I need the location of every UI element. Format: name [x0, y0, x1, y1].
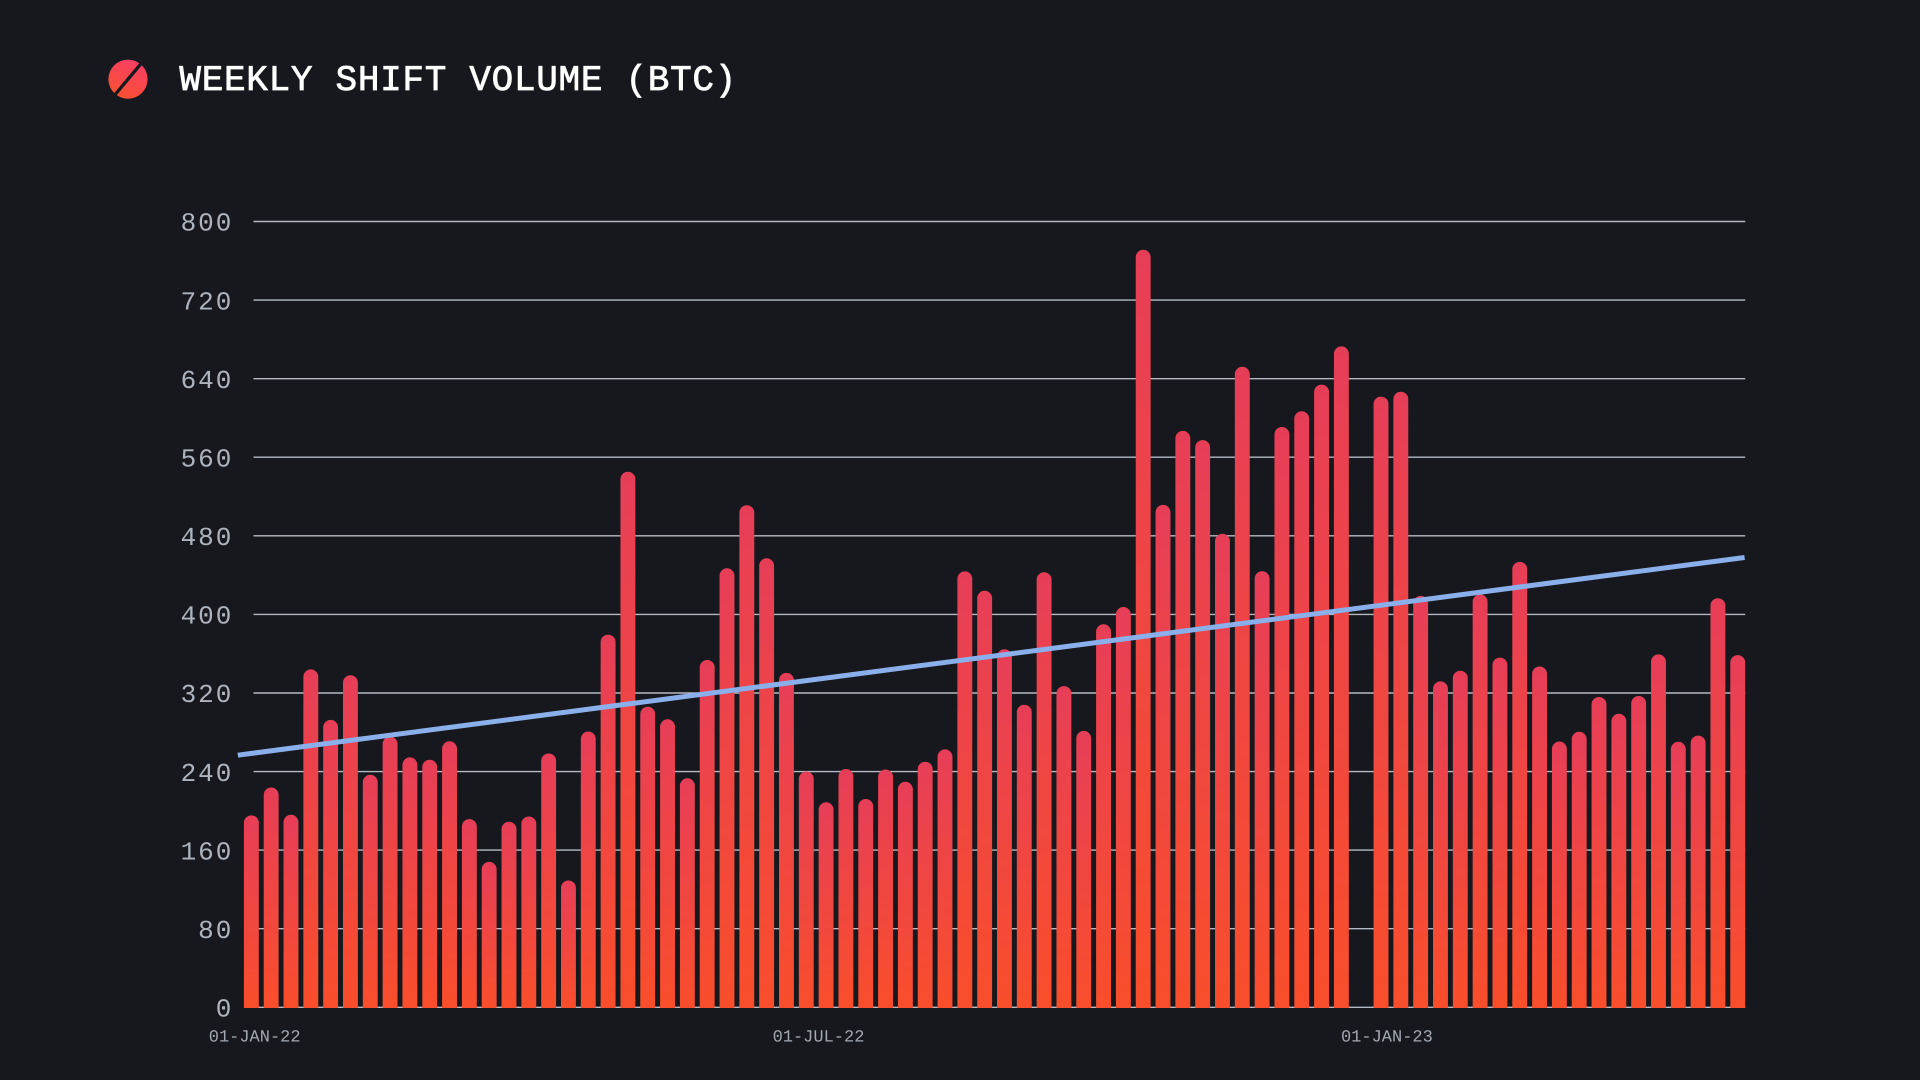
svg-text:80: 80: [198, 916, 233, 946]
svg-text:240: 240: [181, 759, 234, 789]
svg-text:640: 640: [181, 366, 234, 396]
svg-text:0: 0: [216, 995, 234, 1025]
svg-text:720: 720: [181, 287, 234, 317]
svg-text:400: 400: [181, 602, 234, 632]
svg-text:01-JAN-22: 01-JAN-22: [209, 1029, 301, 1048]
svg-text:320: 320: [181, 680, 234, 710]
svg-text:480: 480: [181, 523, 234, 553]
svg-text:800: 800: [181, 209, 234, 239]
svg-text:160: 160: [181, 837, 234, 867]
svg-text:560: 560: [181, 444, 234, 474]
svg-text:01-JAN-23: 01-JAN-23: [1341, 1029, 1433, 1048]
svg-text:01-JUL-22: 01-JUL-22: [773, 1029, 865, 1048]
svg-text:WEEKLY SHIFT VOLUME (BTC): WEEKLY SHIFT VOLUME (BTC): [179, 60, 737, 101]
